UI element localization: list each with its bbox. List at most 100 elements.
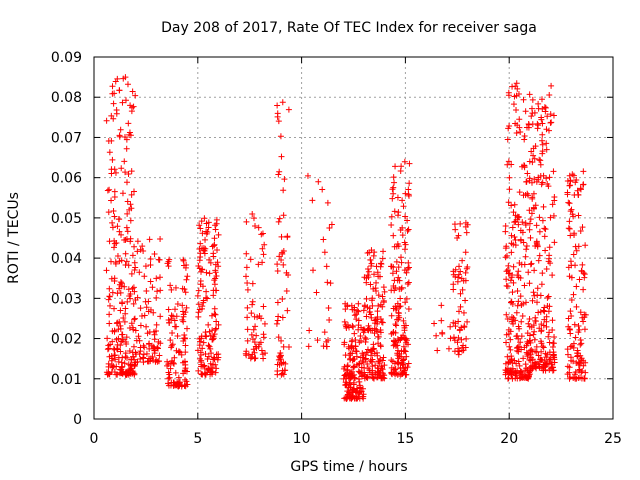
data-point <box>343 323 350 330</box>
data-point <box>371 317 378 324</box>
data-point <box>371 271 378 278</box>
data-point <box>205 219 212 226</box>
data-point <box>579 224 586 231</box>
data-point <box>362 338 369 345</box>
data-point <box>451 221 458 228</box>
data-point <box>113 363 120 370</box>
data-point <box>143 287 150 294</box>
data-point <box>573 177 580 184</box>
data-point <box>243 218 250 225</box>
data-point <box>280 187 287 194</box>
data-point <box>275 218 282 225</box>
data-point <box>179 302 186 309</box>
data-point <box>111 188 118 195</box>
data-point <box>531 267 538 274</box>
data-point <box>380 284 387 291</box>
data-point <box>154 358 161 365</box>
data-point <box>520 239 527 246</box>
data-point <box>251 339 258 346</box>
data-point <box>127 217 134 224</box>
data-point <box>276 361 283 368</box>
data-point <box>106 149 113 156</box>
data-point <box>341 318 348 325</box>
data-point <box>107 258 114 265</box>
data-point <box>213 365 220 372</box>
data-point <box>131 356 138 363</box>
data-point <box>150 309 157 316</box>
data-point <box>515 348 522 355</box>
data-point <box>137 355 144 362</box>
data-point <box>134 238 141 245</box>
data-point <box>566 200 573 207</box>
data-point <box>129 88 136 95</box>
data-point <box>568 296 575 303</box>
data-point <box>116 133 123 140</box>
data-point <box>509 289 516 296</box>
data-point <box>522 108 529 115</box>
data-point <box>344 302 351 309</box>
y-tick-label: 0.06 <box>51 171 82 187</box>
data-point <box>108 197 115 204</box>
data-point <box>513 80 520 87</box>
data-point <box>541 225 548 232</box>
data-point <box>373 374 380 381</box>
data-point <box>196 257 203 264</box>
data-point <box>393 268 400 275</box>
data-point <box>393 258 400 265</box>
data-point <box>105 296 112 303</box>
data-point <box>576 366 583 373</box>
data-point <box>529 159 536 166</box>
data-point <box>523 124 530 131</box>
data-point <box>526 91 533 98</box>
data-point <box>177 349 184 356</box>
data-point <box>280 343 287 350</box>
data-point <box>174 380 181 387</box>
data-point <box>506 174 513 181</box>
data-point <box>397 168 404 175</box>
data-point <box>450 268 457 275</box>
data-point <box>366 305 373 312</box>
data-point <box>340 365 347 372</box>
data-point <box>205 353 212 360</box>
data-point <box>406 264 413 271</box>
data-point <box>196 342 203 349</box>
data-point <box>105 363 112 370</box>
data-point <box>342 306 349 313</box>
data-point <box>550 168 557 175</box>
data-point <box>155 358 162 365</box>
data-point <box>355 375 362 382</box>
data-point <box>400 356 407 363</box>
data-point <box>171 323 178 330</box>
data-point <box>514 375 521 382</box>
data-point <box>360 307 367 314</box>
data-point <box>565 225 572 232</box>
data-point <box>137 246 144 253</box>
data-point <box>173 347 180 354</box>
data-point <box>348 338 355 345</box>
data-point <box>390 282 397 289</box>
data-point <box>452 320 459 327</box>
data-point <box>346 395 353 402</box>
data-point <box>213 318 220 325</box>
data-point <box>538 281 545 288</box>
data-point <box>377 356 384 363</box>
data-point <box>542 226 549 233</box>
data-point <box>546 252 553 259</box>
data-point <box>206 256 213 263</box>
data-point <box>389 358 396 365</box>
data-point <box>578 268 585 275</box>
data-point <box>364 374 371 381</box>
data-point <box>401 327 408 334</box>
data-point <box>114 223 121 230</box>
data-point <box>538 348 545 355</box>
data-point <box>567 208 574 215</box>
data-point <box>515 268 522 275</box>
data-point <box>275 313 282 320</box>
data-point <box>275 334 282 341</box>
data-point <box>525 269 532 276</box>
data-point <box>373 279 380 286</box>
data-point <box>122 310 129 317</box>
data-point <box>575 212 582 219</box>
data-point <box>402 241 409 248</box>
data-point <box>249 280 256 287</box>
